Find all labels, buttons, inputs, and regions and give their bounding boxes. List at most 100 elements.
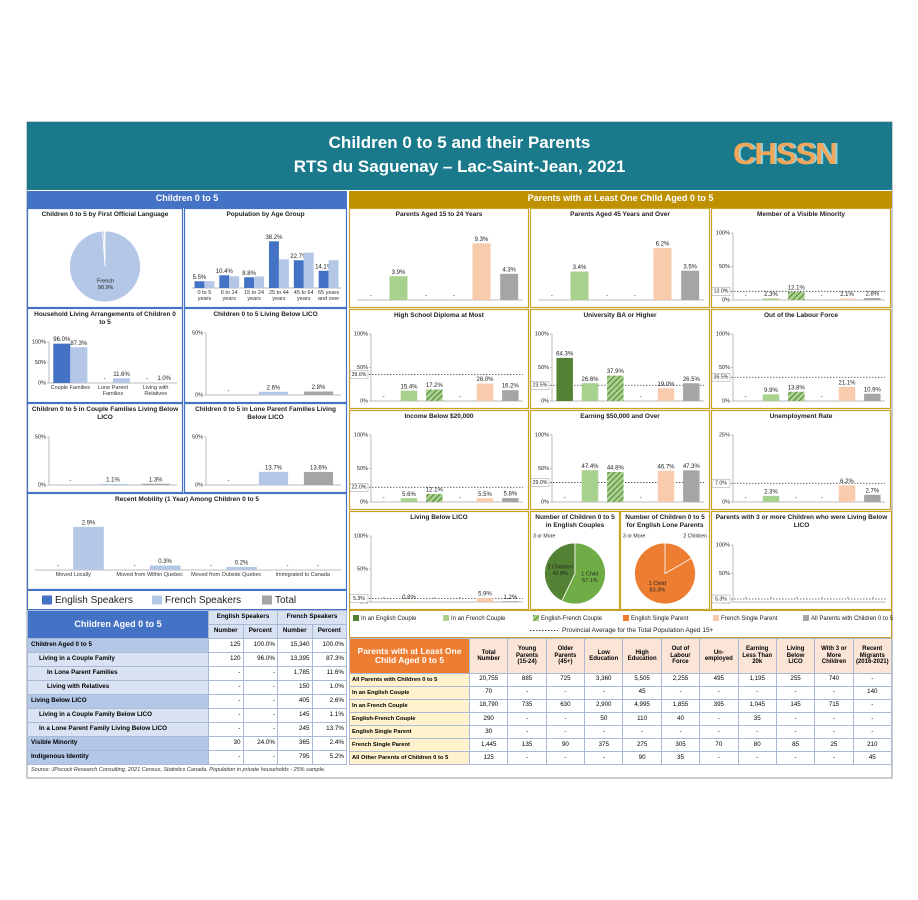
bar	[303, 252, 314, 288]
pie-slice	[561, 542, 606, 605]
row-label: Living with Relatives	[27, 680, 209, 695]
table-row: Children Aged 0 to 5 125 100.0% 15,340 100.0…	[27, 638, 347, 653]
reference-label: 35.5%	[714, 375, 729, 381]
value-label: -	[795, 496, 797, 502]
reference-label-box	[711, 287, 731, 296]
table-cell: 35	[660, 750, 701, 766]
column-header: Older Parents (45+)	[545, 638, 586, 674]
section-bar	[349, 191, 892, 208]
value-label: 1.3%	[149, 477, 163, 483]
bar	[204, 281, 215, 288]
y-tick-label: 50%	[719, 365, 730, 371]
table-title: Children Aged 0 to 5	[27, 610, 209, 639]
value-label: 87.3%	[70, 341, 88, 347]
table-cell: 405	[277, 694, 313, 709]
bar	[149, 565, 181, 570]
category-label: Moved from Within Quebec	[116, 572, 184, 578]
bar	[113, 378, 131, 383]
column-header: Number	[208, 624, 244, 639]
chart-title: Parents Aged 15 to 24 Years	[395, 211, 483, 218]
bar	[318, 270, 329, 288]
value-label: -	[459, 395, 461, 401]
panel	[348, 207, 530, 309]
panel	[26, 402, 184, 494]
y-tick-label: 0%	[360, 499, 368, 505]
column-header: Out of Labour Force	[660, 638, 701, 674]
value-label: 2.7%	[865, 488, 879, 494]
bar	[788, 391, 805, 401]
column-header: High Education	[622, 638, 662, 674]
value-label: 26.5%	[683, 377, 701, 383]
bar	[683, 383, 700, 401]
reference-label-box	[349, 594, 369, 603]
legend-swatch	[803, 615, 809, 621]
chart-title: Children 0 to 5 by First Official Langua…	[41, 211, 169, 218]
y-tick-label: 50%	[357, 466, 368, 472]
y-tick-label: 50%	[719, 264, 730, 270]
legend-swatch	[533, 615, 539, 621]
table-cell: -	[208, 722, 244, 737]
table-cell: 150	[277, 680, 313, 695]
row-label: Indigenous Identity	[27, 750, 209, 765]
value-label: 2.9%	[82, 520, 96, 526]
table-cell: -	[852, 672, 893, 687]
section-bar	[27, 191, 347, 208]
table-cell: 495	[699, 672, 739, 687]
value-label: 2.3%	[764, 489, 778, 495]
value-label: 1.1%	[106, 478, 120, 484]
y-tick-label: 50%	[538, 466, 549, 472]
table-cell: -	[242, 722, 278, 737]
value-label: -	[745, 395, 747, 401]
legend-swatch	[42, 595, 52, 605]
value-label: 96.0%	[53, 337, 71, 343]
y-tick-label: 25%	[719, 432, 730, 438]
bar	[400, 498, 418, 502]
column-header: Number	[277, 624, 313, 639]
value-label: 5.8%	[503, 492, 517, 498]
reference-label-box	[349, 370, 369, 379]
value-label: 5.9%	[478, 592, 492, 598]
row-label: Living Below LICO	[27, 694, 209, 709]
table-row: All Parents with Children 0 to 5 20,755 88…	[349, 672, 893, 687]
table-cell: -	[507, 724, 547, 739]
table-cell: 15,340	[277, 638, 313, 653]
bar	[219, 275, 230, 288]
bar	[762, 495, 780, 502]
bar	[607, 375, 624, 401]
table-cell: 715	[814, 698, 854, 713]
value-label: 2.8%	[865, 292, 879, 298]
bar	[556, 357, 573, 401]
row-label: In Lone Parent Families	[27, 666, 209, 681]
bar	[657, 388, 675, 401]
row-label: Visible Minority	[27, 736, 209, 751]
value-label: 10.9%	[864, 387, 882, 393]
table-cell: 375	[584, 737, 624, 752]
reference-label-box	[530, 478, 550, 487]
legend-swatch	[262, 595, 272, 605]
table-cell: -	[775, 685, 816, 700]
value-label: -	[133, 564, 135, 570]
value-label: -	[210, 564, 212, 570]
value-label: 46.7%	[657, 464, 675, 470]
column-header: Earning Less Than 20k	[737, 638, 777, 674]
bar	[73, 526, 104, 570]
category-label: 25 to 44 years	[268, 290, 289, 302]
y-tick-label: 50%	[357, 566, 368, 572]
value-label: -	[383, 496, 385, 502]
reference-label: 29.0%	[533, 480, 548, 486]
chart-title: Parents Aged 45 Years and Over	[570, 211, 670, 218]
value-label: 2.3%	[764, 292, 778, 298]
value-label: -	[745, 294, 747, 300]
table-cell: 90	[545, 737, 586, 752]
chart-title: Children 0 to 5 Living Below LICO	[213, 311, 318, 318]
table-cell: 45	[852, 750, 893, 766]
legend-label: English Speakers	[55, 595, 133, 606]
row-label: English Single Parent	[349, 724, 470, 739]
table-cell: 25	[814, 737, 854, 752]
bar	[278, 259, 289, 288]
value-label: 6.2%	[840, 479, 854, 485]
bar	[258, 471, 289, 485]
reference-label-box	[349, 483, 369, 492]
chart-title: Number of Children 0 to 5 for English Lo…	[625, 514, 705, 529]
value-label: -	[383, 596, 385, 602]
